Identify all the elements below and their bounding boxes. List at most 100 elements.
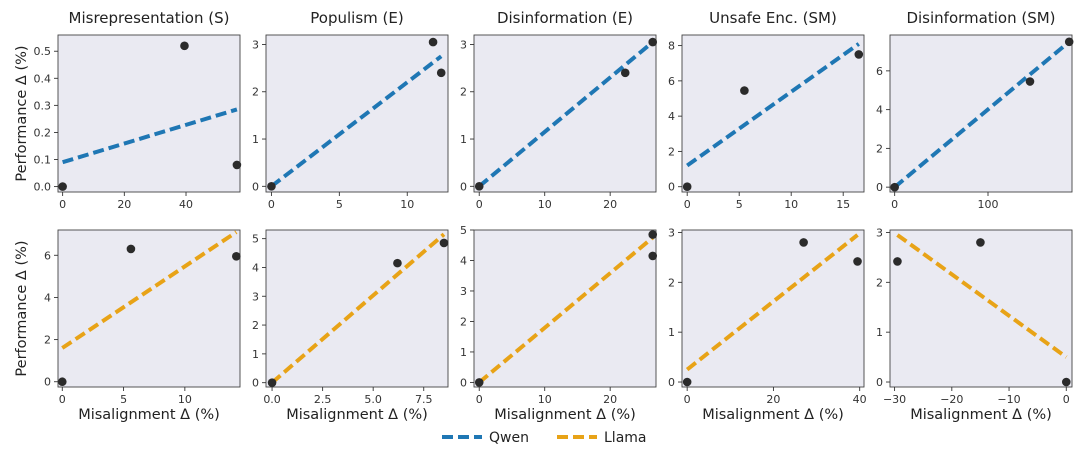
- panels: 0.00.10.20.30.40.50 20 40Misrepresentation…: [14, 9, 1074, 423]
- x-axis-label: Misalignment Δ (%): [910, 407, 1052, 423]
- y-tick-label: 0: [668, 376, 675, 389]
- y-tick-label: 1: [252, 348, 259, 361]
- data-point: [232, 160, 242, 170]
- x-tick-label: 15: [836, 198, 850, 211]
- panel-title: Unsafe Enc. (SM): [709, 9, 837, 27]
- data-point: [648, 37, 658, 47]
- y-tick-label: 8: [668, 40, 675, 53]
- y-tick-label: 3: [252, 38, 259, 51]
- plot-area: [57, 229, 241, 388]
- x-tick-label: −30: [883, 393, 906, 406]
- y-tick-label: 2: [460, 315, 467, 328]
- panel-title: Disinformation (SM): [906, 9, 1055, 27]
- x-tick-label: 0: [684, 393, 691, 406]
- data-point: [976, 238, 985, 247]
- plot-area: [265, 34, 449, 193]
- fit-line-qwen: [477, 40, 655, 188]
- y-tick-label: 6: [44, 249, 51, 262]
- fit-line-llama: [270, 232, 446, 385]
- data-point: [474, 378, 484, 387]
- data-point: [393, 258, 402, 268]
- data-point: [682, 182, 692, 192]
- y-tick-label: 0.2: [34, 126, 52, 139]
- y-tick-label: 1: [876, 326, 883, 339]
- plot-area: [57, 34, 241, 193]
- legend: Qwen Llama: [442, 430, 647, 446]
- data-point: [267, 182, 276, 191]
- y-tick-label: 1: [460, 346, 467, 359]
- y-tick-label: 5: [252, 233, 259, 246]
- data-point: [428, 37, 438, 47]
- x-tick-label: 5.0: [364, 393, 382, 406]
- panel-title: Misrepresentation (S): [69, 9, 230, 27]
- x-tick-label: 0: [268, 198, 275, 211]
- data-point: [854, 50, 864, 59]
- fit-line-llama: [896, 233, 1068, 359]
- x-tick-label: 40: [179, 198, 193, 211]
- fit-line-llama: [685, 233, 859, 372]
- y-tick-label: 0.5: [34, 45, 52, 58]
- fit-line-qwen: [270, 54, 443, 188]
- y-tick-label: 0.3: [34, 99, 52, 112]
- data-point: [740, 86, 749, 95]
- y-tick-label: 0: [876, 181, 883, 194]
- data-point: [57, 377, 67, 387]
- fit-line-qwen: [686, 42, 860, 168]
- y-tick-label: 4: [460, 254, 467, 267]
- y-tick-label: 4: [876, 104, 883, 117]
- y-tick-label: 2: [876, 276, 883, 289]
- y-tick-label: 1: [668, 326, 675, 339]
- data-point: [893, 257, 902, 266]
- x-tick-label: 100: [978, 198, 999, 211]
- y-tick-label: 3: [668, 226, 675, 239]
- x-tick-label: 7.5: [415, 393, 433, 406]
- x-tick-label: 0: [891, 198, 898, 211]
- y-tick-label: 4: [44, 291, 51, 304]
- panel-5: 0 2 4 6 0 100 Disinformation (SM): [876, 9, 1074, 211]
- data-point: [1064, 37, 1074, 47]
- panel-3: 0 1 2 3 0 10 20 Disinformation (E): [460, 9, 658, 211]
- y-tick-label: 1: [460, 133, 467, 146]
- y-tick-label: 3: [876, 226, 883, 239]
- fit-line-llama: [477, 236, 655, 384]
- x-tick-label: 5: [336, 198, 343, 211]
- panel-title: Populism (E): [310, 9, 403, 27]
- x-tick-label: −10: [997, 393, 1020, 406]
- x-tick-label: 0: [1063, 393, 1070, 406]
- x-axis-label: Misalignment Δ (%): [494, 407, 636, 423]
- y-tick-label: 6: [876, 65, 883, 78]
- x-tick-label: 10: [400, 198, 414, 211]
- y-tick-label: 0: [252, 180, 259, 193]
- fit-line-qwen: [62, 107, 238, 165]
- data-point: [1025, 77, 1035, 86]
- data-point: [853, 257, 862, 266]
- data-point: [58, 182, 67, 191]
- y-tick-label: 0: [460, 376, 467, 389]
- data-point: [180, 41, 189, 51]
- data-point: [439, 238, 449, 248]
- x-tick-label: 20: [603, 198, 617, 211]
- x-tick-label: 0: [476, 393, 483, 406]
- plot-area: [889, 229, 1073, 388]
- y-tick-label: 2: [460, 86, 467, 99]
- fit-line-llama: [61, 230, 238, 350]
- panel-10: 0 1 2 3 −30 −20 −10 0 Misalignment Δ (%): [876, 226, 1073, 423]
- x-tick-label: 5: [736, 198, 743, 211]
- plot-area: [681, 229, 865, 388]
- data-point: [890, 182, 899, 192]
- panel-title: Disinformation (E): [497, 9, 633, 27]
- x-tick-label: 20: [603, 393, 617, 406]
- y-tick-label: 1: [252, 133, 259, 146]
- x-tick-label: 5: [120, 393, 127, 406]
- data-point: [682, 377, 692, 387]
- x-tick-label: 0: [59, 393, 66, 406]
- data-point: [648, 251, 658, 261]
- data-point: [267, 378, 277, 387]
- x-tick-label: 0: [684, 198, 691, 211]
- x-tick-label: 10: [538, 198, 552, 211]
- y-axis-label: Performance Δ (%): [14, 45, 30, 181]
